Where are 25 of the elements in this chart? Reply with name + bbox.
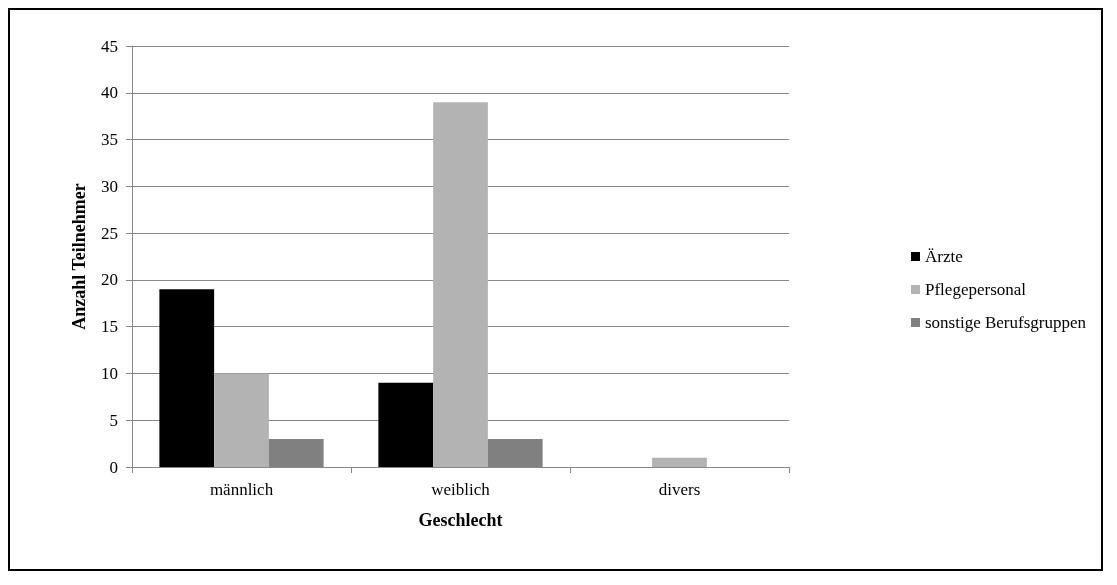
bar xyxy=(652,457,707,467)
y-axis-title: Anzahl Teilnehmer xyxy=(69,183,89,330)
bar xyxy=(378,382,434,467)
legend-label: sonstige Berufsgruppen xyxy=(925,313,1087,332)
y-tick-label: 20 xyxy=(101,270,118,290)
legend-label: Ärzte xyxy=(925,247,963,266)
y-tick-label: 5 xyxy=(109,410,118,430)
y-tick-label: 0 xyxy=(109,457,118,477)
x-tick-label: divers xyxy=(658,480,701,499)
x-axis-title: Geschlecht xyxy=(418,510,503,530)
y-tick-label: 35 xyxy=(101,130,118,150)
y-tick-label: 15 xyxy=(101,317,118,337)
y-tick-label: 10 xyxy=(101,363,118,383)
y-tick-label: 40 xyxy=(101,83,118,103)
x-tick-label: weiblich xyxy=(431,480,491,499)
y-tick-label: 45 xyxy=(101,36,118,56)
x-tick-label: männlich xyxy=(209,480,274,499)
bar xyxy=(214,373,269,467)
bar xyxy=(433,102,488,467)
bar xyxy=(159,289,215,467)
y-tick-label: 25 xyxy=(101,223,118,243)
legend-label: Pflegepersonal xyxy=(925,280,1027,299)
bar xyxy=(268,438,324,467)
y-tick-label: 30 xyxy=(101,176,118,196)
bar xyxy=(487,438,543,467)
